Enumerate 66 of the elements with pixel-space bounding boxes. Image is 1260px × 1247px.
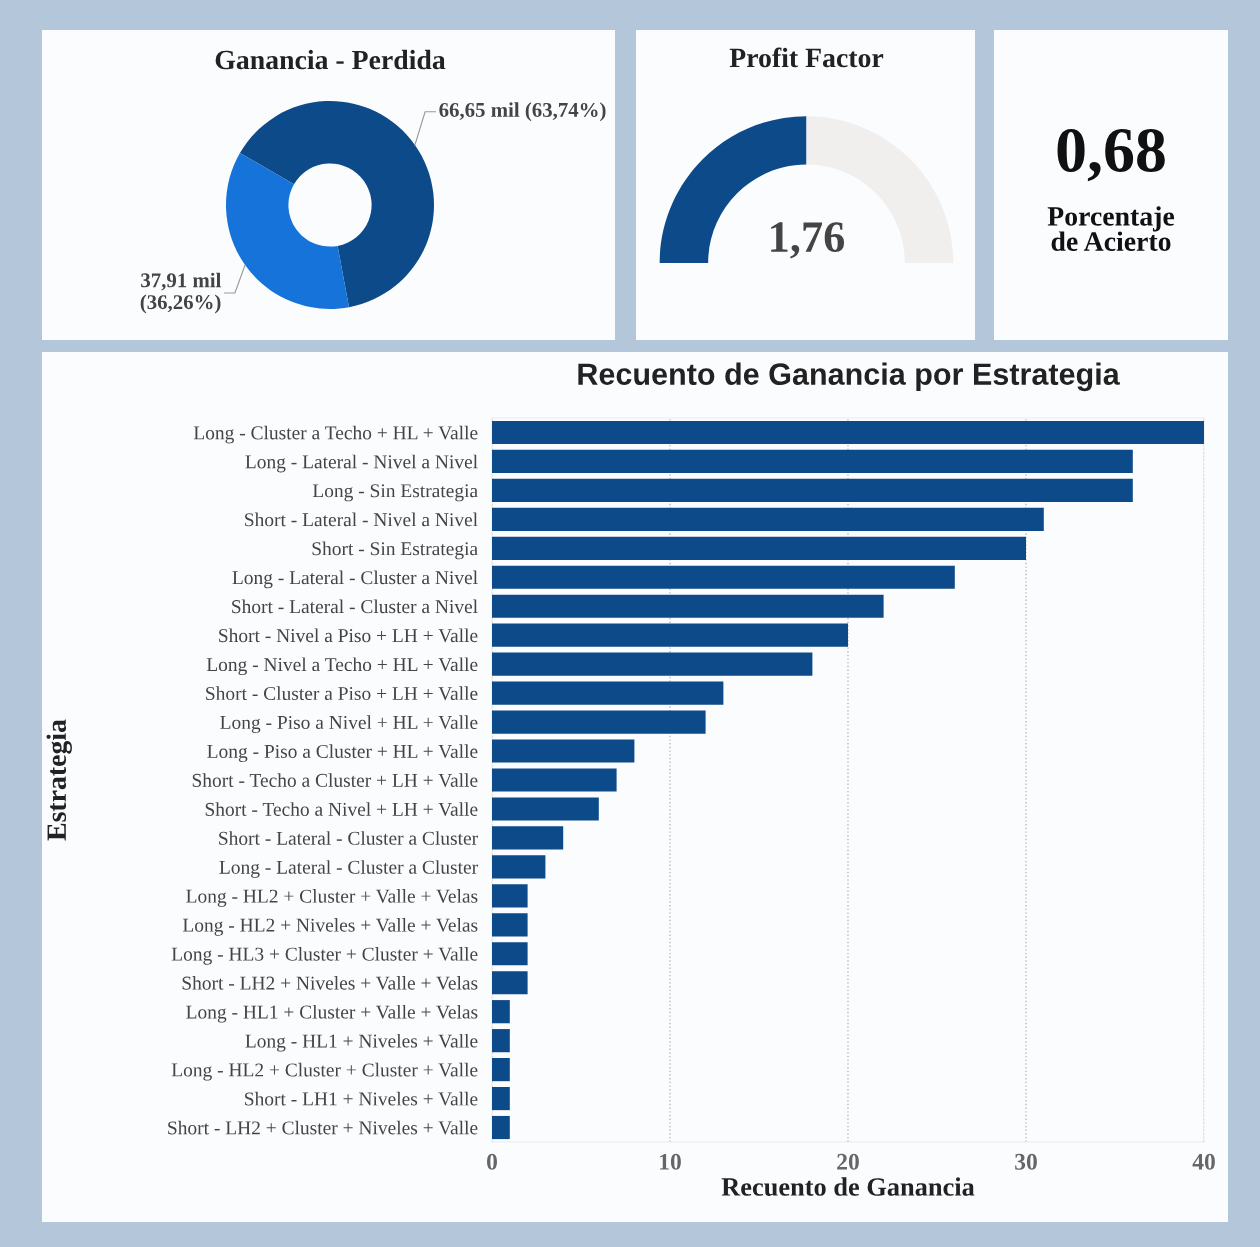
bar xyxy=(492,1000,510,1024)
bar xyxy=(492,449,1133,474)
bar xyxy=(492,855,546,879)
bar xyxy=(492,1115,510,1140)
y-tick-label: Short - Nivel a Piso + LH + Valle xyxy=(219,628,478,643)
bar xyxy=(492,652,813,676)
bar xyxy=(492,710,706,734)
y-tick-label: Short - LH1 + Niveles + Valle xyxy=(245,1091,478,1106)
y-tick-label: Short - Techo a Nivel + LH + Valle xyxy=(205,802,478,816)
y-tick-label: Long - HL1 + Cluster + Valle + Velas xyxy=(186,1004,478,1023)
y-tick-label: Long - Sin Estrategia xyxy=(312,484,478,502)
bar xyxy=(492,536,1026,560)
bar xyxy=(492,739,635,763)
bar xyxy=(492,913,528,937)
donut-slice xyxy=(239,101,434,308)
bar xyxy=(492,565,955,589)
x-tick-label: 0 xyxy=(487,1153,497,1170)
bar xyxy=(492,942,528,966)
x-tick-label: 10 xyxy=(660,1153,681,1170)
bar xyxy=(492,1058,510,1082)
bar xyxy=(492,971,528,995)
text: 1,76 xyxy=(771,222,845,259)
donut-slice xyxy=(226,153,349,309)
y-tick-label: Short - Lateral - Cluster a Cluster xyxy=(219,831,478,845)
y-tick-label: Long - Piso a Cluster + HL + Valle xyxy=(207,744,478,762)
bar xyxy=(492,507,1044,531)
bar xyxy=(492,623,848,647)
y-tick-label: Long - HL2 + Cluster + Cluster + Valle xyxy=(171,1062,478,1081)
bar xyxy=(492,768,617,792)
y-tick-label: Long - Cluster a Techo + HL + Valle xyxy=(193,425,478,444)
y-tick-label: Short - LH2 + Niveles + Valle + Velas xyxy=(182,975,478,990)
y-tick-label: Short - Lateral - Nivel a Nivel xyxy=(245,512,478,527)
y-tick-label: Long - HL3 + Cluster + Cluster + Valle xyxy=(171,947,478,965)
bar xyxy=(492,1029,510,1053)
bar xyxy=(492,797,599,821)
bar xyxy=(492,594,884,618)
y-tick-label: Short - Sin Estrategia xyxy=(312,541,478,560)
x-tick-label: 20 xyxy=(837,1153,859,1170)
bar xyxy=(492,884,528,908)
text: 0,68 xyxy=(1057,128,1165,182)
bar xyxy=(492,1086,510,1111)
bar xyxy=(492,826,564,850)
bar xyxy=(492,681,724,705)
x-tick-label: 30 xyxy=(1015,1153,1037,1170)
y-tick-label: Short - Techo a Cluster + LH + Valle xyxy=(192,773,478,788)
y-tick-label: Long - HL2 + Niveles + Valle + Velas xyxy=(182,918,478,936)
data-label: 37,91 mil (36,26%) xyxy=(140,272,222,314)
chart-title: Ganancia - Perdida xyxy=(215,49,446,70)
y-tick-label: Short - Cluster a Piso + LH + Valle xyxy=(206,686,478,701)
x-axis-title: Recuento de Ganancia xyxy=(721,1177,975,1196)
y-tick-label: Long - Lateral - Cluster a Cluster xyxy=(219,860,478,878)
chart-title: Profit Factor xyxy=(729,47,884,68)
bar xyxy=(492,478,1133,502)
y-tick-label: Long - Lateral - Cluster a Nivel xyxy=(232,570,478,589)
y-tick-label: Long - Lateral - Nivel a Nivel xyxy=(245,454,478,473)
data-label: 66,65 mil (63,74%) xyxy=(439,102,606,122)
y-tick-label: Long - HL2 + Cluster + Valle + Velas xyxy=(186,889,478,907)
y-axis-title: Estrategia xyxy=(46,719,72,841)
x-tick-label: 40 xyxy=(1192,1153,1215,1170)
text: Porcentaje de Acierto xyxy=(1047,206,1175,251)
y-tick-label: Short - Lateral - Cluster a Nivel xyxy=(232,599,478,614)
y-tick-label: Long - HL1 + Niveles + Valle xyxy=(245,1033,478,1052)
y-tick-label: Short - LH2 + Cluster + Niveles + Valle xyxy=(168,1120,478,1135)
y-tick-label: Long - Nivel a Techo + HL + Valle xyxy=(206,657,478,676)
chart-title: Recuento de Ganancia por Estrategia xyxy=(578,362,1120,392)
y-tick-label: Long - Piso a Nivel + HL + Valle xyxy=(220,715,478,734)
